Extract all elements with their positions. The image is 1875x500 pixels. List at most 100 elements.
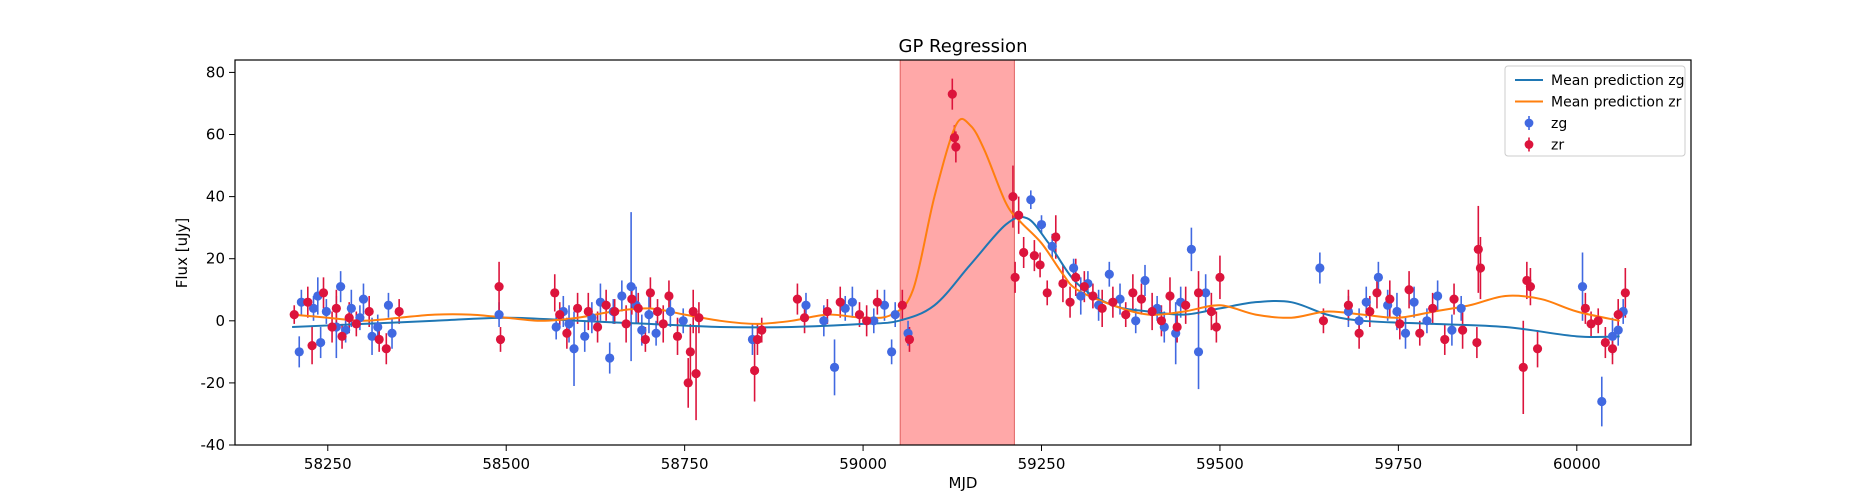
point-zg	[605, 353, 615, 363]
point-zr	[854, 309, 865, 320]
point-zr	[688, 306, 698, 317]
point-zg	[296, 297, 306, 307]
point-zr	[550, 288, 560, 298]
point-zg	[829, 362, 840, 372]
point-zg	[1104, 269, 1114, 279]
point-zr	[1440, 334, 1450, 345]
point-zr	[351, 319, 361, 329]
point-zr	[633, 303, 643, 313]
point-zr	[658, 319, 668, 329]
point-zg	[564, 319, 574, 329]
data-layer	[289, 78, 1630, 427]
point-zr	[1010, 272, 1020, 282]
point-zr	[1071, 272, 1081, 282]
point-zr	[331, 303, 341, 313]
point-zr	[1136, 294, 1147, 304]
chart-title: GP Regression	[899, 36, 1028, 57]
point-zg	[569, 344, 579, 354]
point-zg	[1036, 219, 1047, 230]
point-zr	[1206, 306, 1216, 317]
point-zr	[1415, 328, 1425, 338]
point-zg	[494, 309, 504, 320]
point-zg	[373, 322, 383, 332]
point-zg	[308, 303, 319, 313]
y-tick-label: 40	[206, 188, 225, 206]
point-zg	[1422, 316, 1432, 326]
point-zr	[394, 306, 404, 317]
legend: Mean prediction zg Mean prediction zr zg zr	[1504, 65, 1686, 157]
point-zg	[1456, 303, 1466, 313]
point-zr	[374, 334, 384, 345]
point-zr	[872, 297, 882, 307]
x-tick-label: 58750	[661, 455, 709, 473]
point-zr	[1147, 306, 1157, 317]
point-zg	[819, 316, 829, 326]
point-zr	[645, 288, 655, 298]
point-zr	[572, 303, 583, 313]
y-tick-label: 60	[206, 126, 225, 144]
point-zg	[1392, 306, 1402, 317]
point-zr	[1372, 288, 1382, 298]
point-zr	[337, 331, 347, 341]
point-zg	[1447, 325, 1457, 335]
point-zr	[1343, 300, 1354, 310]
x-tick-label: 60000	[1553, 455, 1601, 473]
point-zr	[381, 344, 391, 354]
point-zg	[869, 316, 879, 326]
point-zr	[592, 322, 603, 332]
point-zg	[367, 331, 377, 341]
point-zr	[1108, 297, 1118, 307]
point-zg	[294, 347, 304, 357]
point-zg	[1026, 195, 1036, 205]
point-zr	[562, 328, 572, 338]
point-zr	[1593, 316, 1603, 326]
point-zg	[1140, 275, 1150, 286]
point-zr	[752, 334, 763, 345]
point-zr	[610, 306, 620, 317]
point-zr	[494, 282, 504, 292]
point-zr	[799, 313, 810, 323]
point-zr	[627, 294, 637, 304]
point-zr	[1586, 319, 1596, 329]
point-zr	[307, 341, 317, 351]
point-zg	[801, 300, 811, 310]
plot-area: 58250 58500 58750 59000 59250 59500 59750 60000…	[201, 59, 1692, 473]
point-zg	[1315, 263, 1325, 273]
point-zr	[495, 334, 506, 345]
point-zg	[887, 347, 897, 357]
point-zr	[1613, 309, 1623, 320]
point-zr	[757, 325, 767, 335]
line-mean-prediction-zr	[292, 117, 1620, 325]
point-zg	[1400, 328, 1411, 338]
point-zg	[1433, 291, 1443, 301]
point-zg	[1361, 297, 1371, 307]
legend-entry-label: Mean prediction zg	[1551, 73, 1685, 89]
point-zr	[640, 334, 650, 345]
x-tick-label: 59250	[1018, 455, 1066, 473]
point-zr	[792, 294, 803, 304]
point-zr	[652, 306, 663, 317]
point-zr	[289, 309, 299, 320]
point-zr	[1525, 282, 1536, 292]
point-zr	[1008, 192, 1018, 202]
point-zg	[1613, 325, 1623, 335]
point-zr	[344, 313, 354, 323]
point-zg	[890, 309, 900, 320]
point-zg	[336, 282, 346, 292]
point-zg	[1409, 297, 1419, 307]
legend-swatch-point	[1524, 118, 1534, 128]
point-zr	[1473, 244, 1483, 254]
point-zr	[862, 316, 872, 326]
point-zg	[1597, 396, 1607, 407]
x-tick-label: 59500	[1196, 455, 1244, 473]
point-zg	[626, 282, 636, 292]
x-tick-label: 58500	[482, 455, 530, 473]
point-zr	[672, 331, 683, 341]
point-zr	[621, 319, 631, 329]
point-zg	[1186, 244, 1196, 254]
point-zr	[1079, 282, 1089, 292]
highlight-span	[899, 59, 1015, 446]
point-zg	[644, 309, 654, 320]
point-zg	[1193, 347, 1204, 357]
